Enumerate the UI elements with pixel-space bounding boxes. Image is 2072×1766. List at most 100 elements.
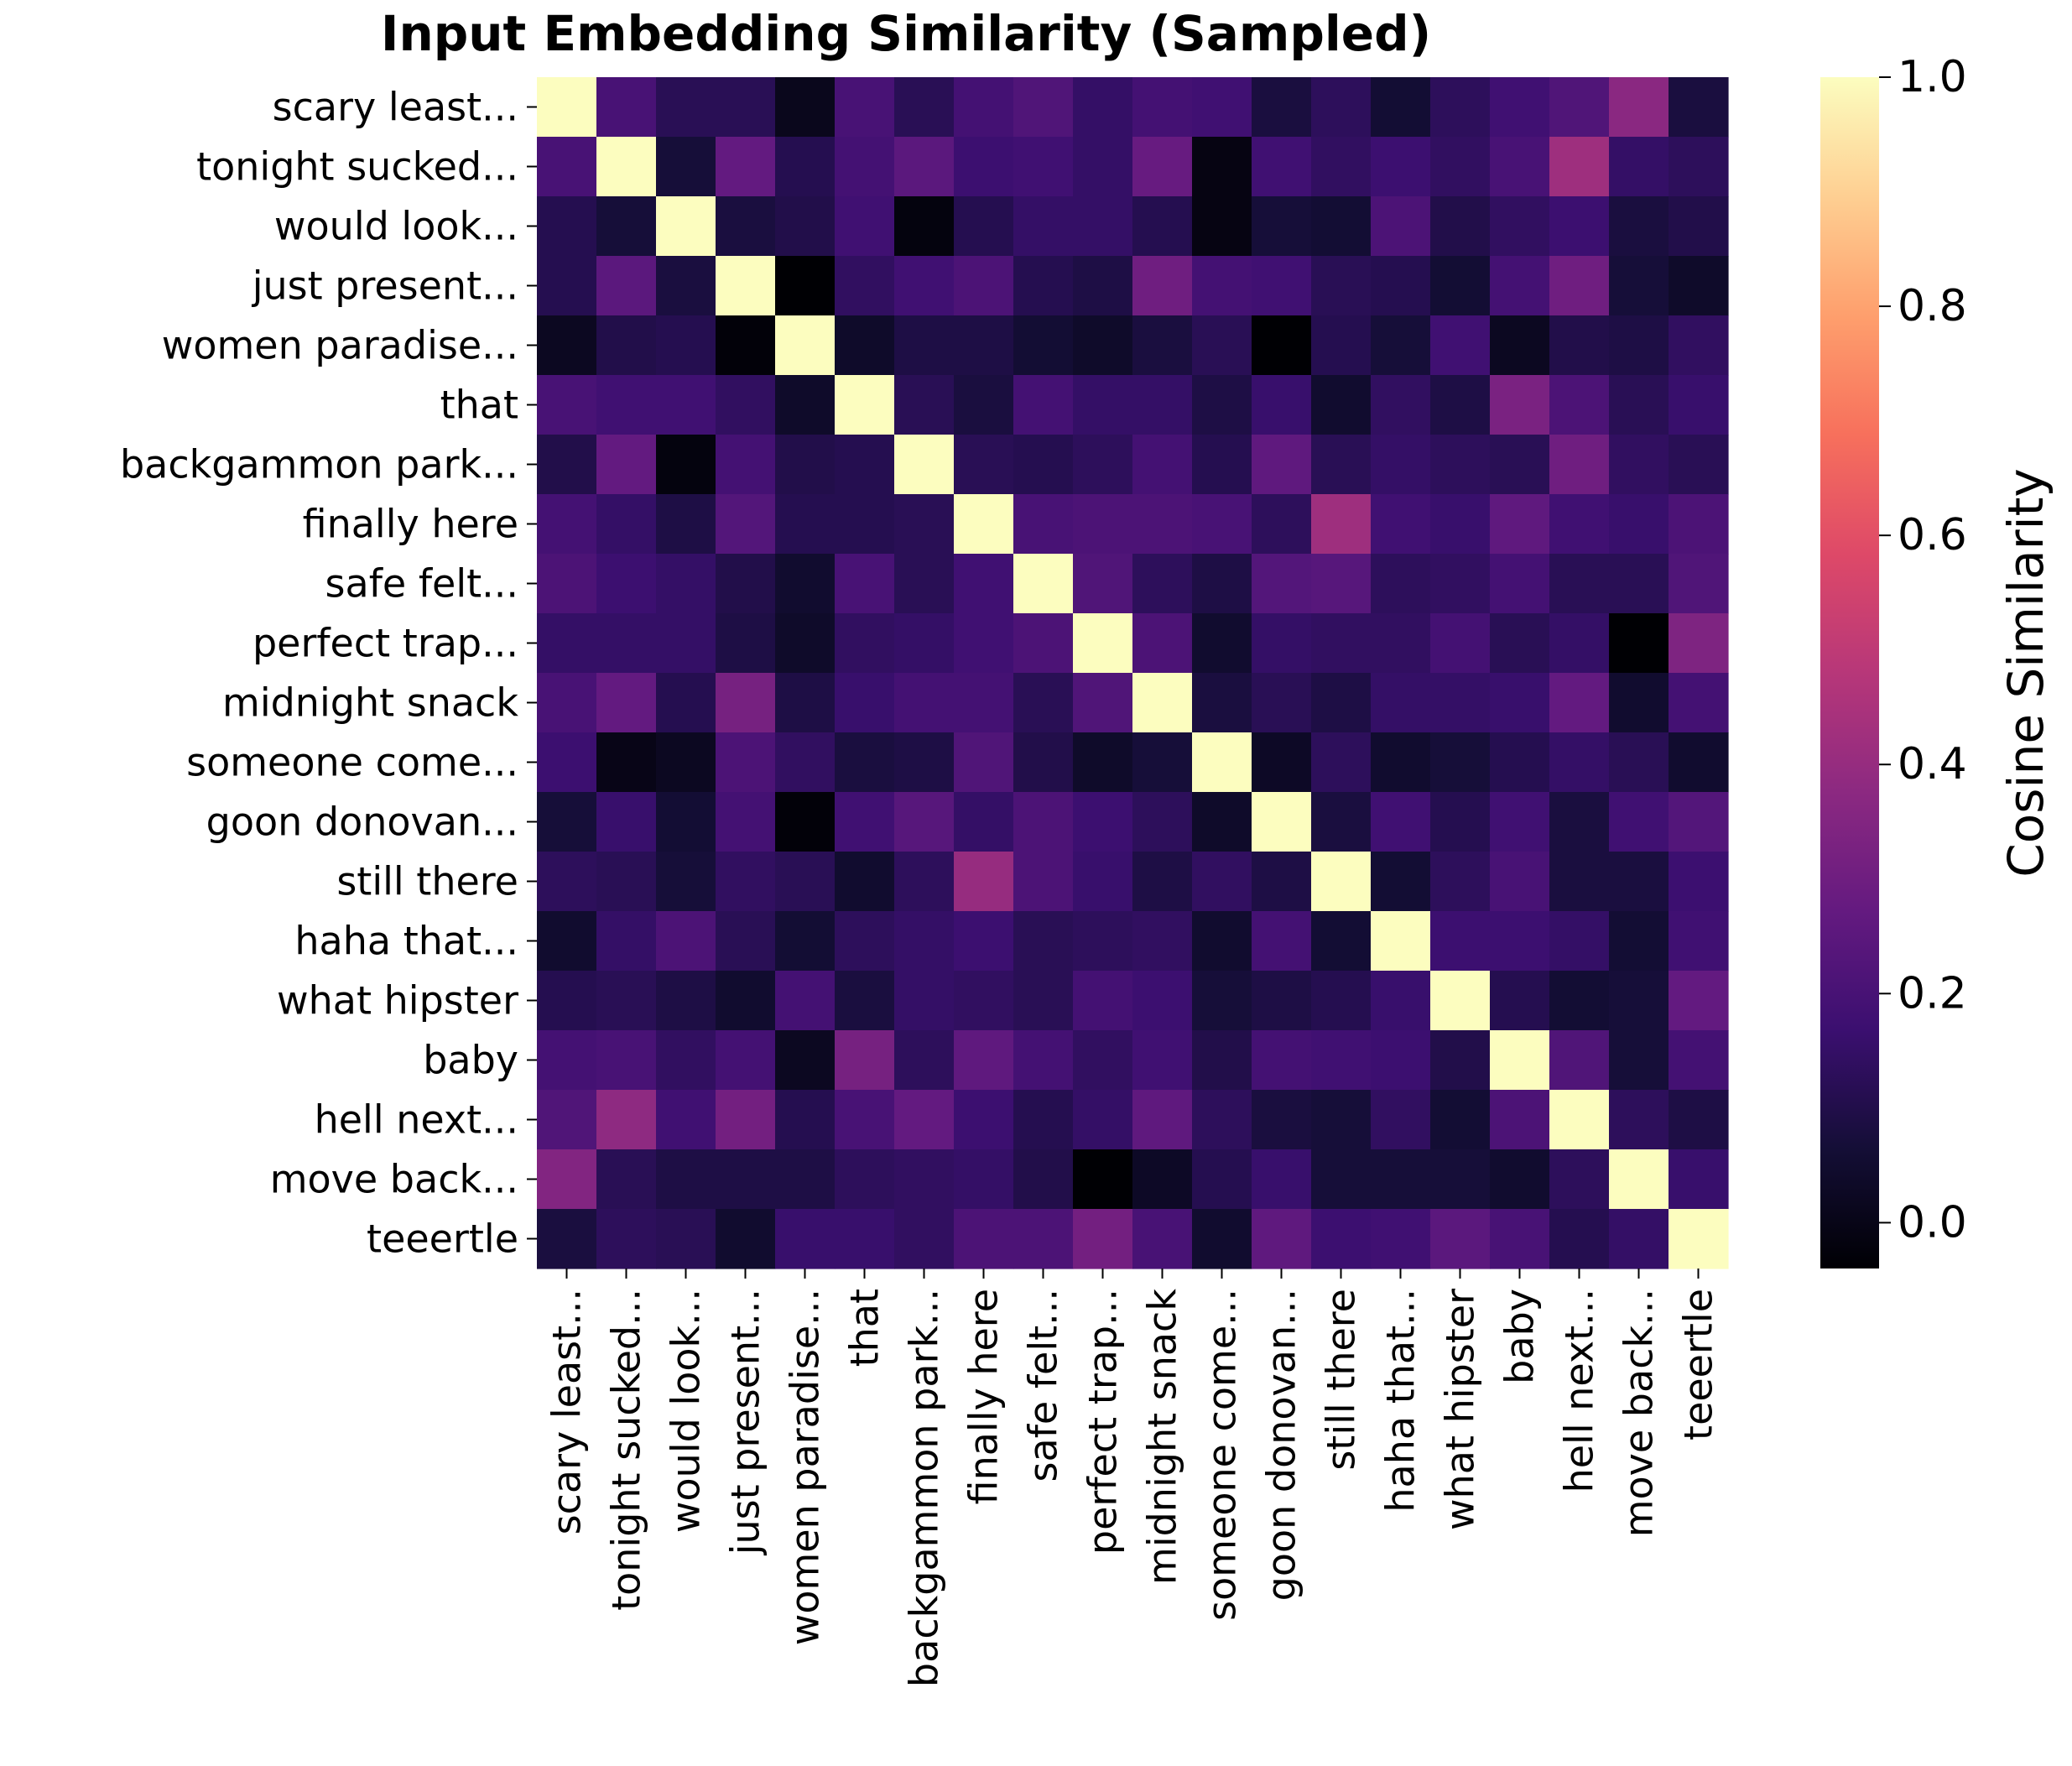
heatmap-cell-10-19 <box>1669 673 1729 733</box>
heatmap-cell-1-8 <box>1013 137 1074 197</box>
heatmap-cell-14-1 <box>596 911 657 972</box>
heatmap-cell-6-11 <box>1192 435 1252 495</box>
heatmap-cell-11-17 <box>1549 732 1610 793</box>
heatmap-cell-17-9 <box>1073 1090 1133 1150</box>
heatmap-cell-17-18 <box>1609 1090 1669 1150</box>
heatmap-cell-15-9 <box>1073 971 1133 1031</box>
heatmap-cell-10-9 <box>1073 673 1133 733</box>
heatmap-cell-16-10 <box>1132 1030 1193 1091</box>
heatmap-cell-13-19 <box>1669 852 1729 912</box>
heatmap-cell-7-5 <box>835 494 895 555</box>
heatmap-cell-16-1 <box>596 1030 657 1091</box>
heatmap-cell-5-11 <box>1192 375 1252 435</box>
heatmap-cell-13-0 <box>537 852 597 912</box>
row-label: finally here <box>303 502 518 547</box>
heatmap-cell-10-11 <box>1192 673 1252 733</box>
column-label: someone come... <box>1200 1289 1245 1621</box>
heatmap-cell-9-19 <box>1669 613 1729 674</box>
heatmap-cell-4-0 <box>537 315 597 376</box>
heatmap-cell-9-8 <box>1013 613 1074 674</box>
heatmap-cell-18-19 <box>1669 1149 1729 1210</box>
row-label: still there <box>336 859 518 904</box>
heatmap-cell-13-16 <box>1490 852 1550 912</box>
heatmap-cell-3-17 <box>1549 256 1610 316</box>
row-label: teeertle <box>367 1216 518 1262</box>
heatmap-cell-19-11 <box>1192 1209 1252 1269</box>
heatmap-cell-16-14 <box>1371 1030 1431 1091</box>
heatmap-cell-12-8 <box>1013 792 1074 852</box>
heatmap-cell-17-16 <box>1490 1090 1550 1150</box>
column-label: perfect trap... <box>1080 1289 1126 1555</box>
heatmap-cell-1-4 <box>775 137 836 197</box>
heatmap-cell-4-13 <box>1311 315 1372 376</box>
heatmap-cell-9-12 <box>1252 613 1312 674</box>
heatmap-cell-10-0 <box>537 673 597 733</box>
heatmap-cell-12-15 <box>1430 792 1491 852</box>
heatmap-cell-1-12 <box>1252 137 1312 197</box>
heatmap-cell-6-4 <box>775 435 836 495</box>
colorbar-tick-label: 0.4 <box>1898 739 1967 789</box>
heatmap-cell-14-10 <box>1132 911 1193 972</box>
heatmap-cell-9-0 <box>537 613 597 674</box>
heatmap-cell-19-14 <box>1371 1209 1431 1269</box>
heatmap-cell-7-13 <box>1311 494 1372 555</box>
heatmap-cell-16-15 <box>1430 1030 1491 1091</box>
heatmap-cell-17-2 <box>656 1090 716 1150</box>
heatmap-cell-2-8 <box>1013 196 1074 257</box>
heatmap-cell-6-9 <box>1073 435 1133 495</box>
column-label: tonight sucked... <box>604 1289 649 1611</box>
heatmap-cell-6-8 <box>1013 435 1074 495</box>
heatmap-cell-14-13 <box>1311 911 1372 972</box>
heatmap-cell-9-9 <box>1073 613 1133 674</box>
heatmap-cell-7-9 <box>1073 494 1133 555</box>
heatmap-cell-8-11 <box>1192 554 1252 614</box>
heatmap-cell-0-5 <box>835 77 895 138</box>
heatmap-cell-3-6 <box>894 256 955 316</box>
heatmap-cell-9-17 <box>1549 613 1610 674</box>
heatmap-cell-19-16 <box>1490 1209 1550 1269</box>
colorbar-label: Cosine Similarity <box>1997 468 2054 877</box>
heatmap-cell-16-7 <box>954 1030 1014 1091</box>
heatmap-cell-13-15 <box>1430 852 1491 912</box>
heatmap-cell-4-4 <box>775 315 836 376</box>
heatmap-cell-9-7 <box>954 613 1014 674</box>
heatmap-cell-0-19 <box>1669 77 1729 138</box>
heatmap-cell-13-17 <box>1549 852 1610 912</box>
heatmap-cell-16-4 <box>775 1030 836 1091</box>
heatmap-cell-1-15 <box>1430 137 1491 197</box>
heatmap-cell-15-16 <box>1490 971 1550 1031</box>
heatmap-cell-8-6 <box>894 554 955 614</box>
heatmap-cell-18-5 <box>835 1149 895 1210</box>
heatmap-cell-1-19 <box>1669 137 1729 197</box>
heatmap-cell-19-1 <box>596 1209 657 1269</box>
heatmap-cell-0-12 <box>1252 77 1312 138</box>
heatmap-cell-4-11 <box>1192 315 1252 376</box>
heatmap-cell-9-15 <box>1430 613 1491 674</box>
heatmap-cell-5-4 <box>775 375 836 435</box>
heatmap-cell-12-11 <box>1192 792 1252 852</box>
heatmap-cell-0-2 <box>656 77 716 138</box>
heatmap-cell-4-17 <box>1549 315 1610 376</box>
heatmap-cell-4-14 <box>1371 315 1431 376</box>
heatmap-cell-12-12 <box>1252 792 1312 852</box>
heatmap-cell-3-3 <box>716 256 776 316</box>
heatmap-cell-10-17 <box>1549 673 1610 733</box>
column-label: safe felt... <box>1021 1289 1066 1482</box>
heatmap-cell-5-16 <box>1490 375 1550 435</box>
heatmap-cell-0-4 <box>775 77 836 138</box>
heatmap-cell-3-16 <box>1490 256 1550 316</box>
heatmap-cell-4-12 <box>1252 315 1312 376</box>
heatmap-cell-17-13 <box>1311 1090 1372 1150</box>
column-label: would look... <box>664 1289 709 1533</box>
column-label: women paradise... <box>783 1289 828 1645</box>
heatmap-cell-14-12 <box>1252 911 1312 972</box>
heatmap-cell-0-13 <box>1311 77 1372 138</box>
heatmap-cell-7-14 <box>1371 494 1431 555</box>
heatmap-cell-13-10 <box>1132 852 1193 912</box>
heatmap-cell-8-0 <box>537 554 597 614</box>
heatmap-cell-6-17 <box>1549 435 1610 495</box>
heatmap-cell-11-15 <box>1430 732 1491 793</box>
heatmap-cell-19-10 <box>1132 1209 1193 1269</box>
heatmap-cell-16-17 <box>1549 1030 1610 1091</box>
